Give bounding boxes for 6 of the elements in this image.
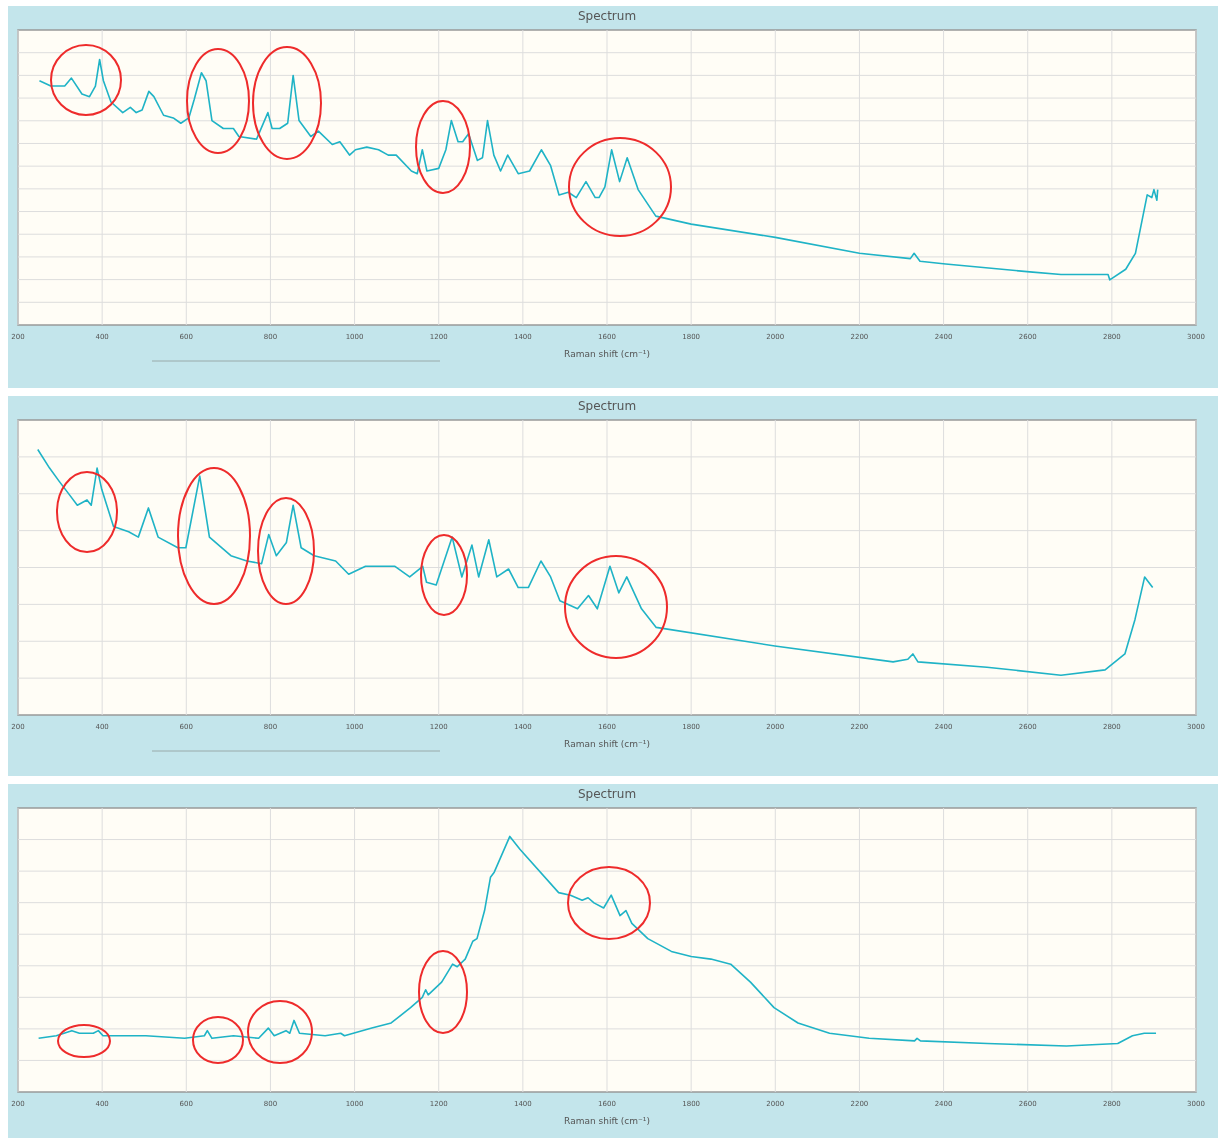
x-axis-title: Raman shift (cm⁻¹) bbox=[564, 739, 650, 749]
chart-title: Spectrum bbox=[577, 787, 637, 801]
chart-title: Spectrum bbox=[577, 9, 637, 23]
x-axis-title: Raman shift (cm⁻¹) bbox=[564, 349, 650, 359]
x-axis-title: Raman shift (cm⁻¹) bbox=[564, 1116, 650, 1126]
chart-title: Spectrum bbox=[577, 399, 637, 413]
